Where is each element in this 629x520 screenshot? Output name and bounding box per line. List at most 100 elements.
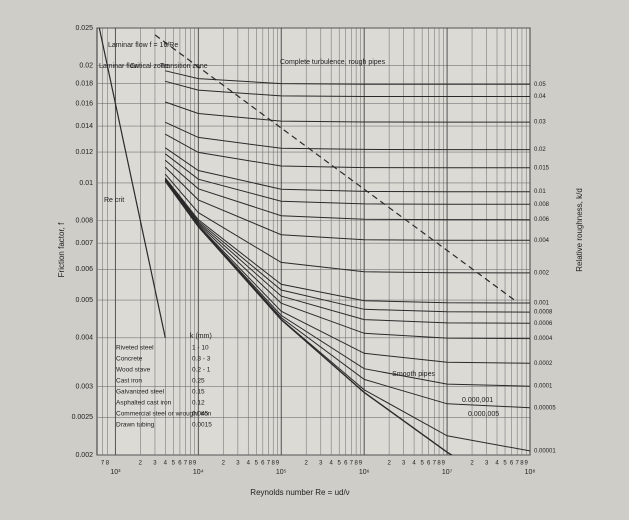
x-minor-tick-label: 8 [354,461,358,467]
x-minor-tick-label: 7 [433,461,437,467]
roughness-curve [164,177,530,304]
x-minor-tick-label: 8 [437,461,441,467]
x-minor-tick-label: 2 [305,461,309,467]
curves [98,28,530,455]
x-minor-tick-label: 4 [412,461,416,467]
material-roughness: 0.3 - 3 [192,356,211,363]
material-roughness: 0.0015 [192,422,212,429]
x-minor-tick-label: 9 [276,461,280,467]
x-minor-tick-label: 3 [485,461,489,467]
x-minor-tick-label: 3 [236,461,240,467]
x-minor-tick-label: 6 [344,461,348,467]
smooth-curve [164,180,453,455]
smooth-label: Smooth pipes [392,371,435,378]
y-tick-label: 0.005 [75,297,93,304]
x-minor-tick-label: 8 [520,461,524,467]
y2-axis-label: Relative roughness, k/d [575,188,584,272]
y-axis-label: Friction factor, f [57,222,66,277]
annotation: 0.000,001 [462,397,493,404]
x-minor-tick-label: 3 [319,461,323,467]
roughness-curve [165,121,530,151]
annotation: Complete turbulence, rough pipes [280,59,386,66]
x-axis-label: Reynolds number Re = ud/ν [250,488,349,497]
x-minor-tick-label: 3 [153,461,157,467]
annotation: Transition zone [160,63,208,70]
annotation: Re crit [104,197,124,204]
x-minor-tick-label: 9 [525,461,529,467]
x-minor-tick-label: 2 [222,461,226,467]
roughness-label: 0.00001 [534,448,556,454]
annotation: Critical zone [130,63,169,70]
table-header: k (mm) [190,333,212,340]
material-roughness: 0.045 [192,411,209,418]
y-tick-label: 0.014 [75,123,93,130]
material-roughness: 1 - 10 [192,345,209,352]
materials-table: k (mm) Riveted steel 1 - 10 Concrete 0.3 - … [116,333,212,429]
laminar-line [98,28,166,338]
annotation: Laminar flow [99,63,140,70]
x-minor-tick-label: 4 [164,461,168,467]
roughness-curve [164,159,530,221]
y-tick-label: 0.006 [75,266,93,273]
roughness-label: 0.001 [534,301,550,307]
material-name: Riveted steel [116,345,154,352]
roughness-curve [165,101,530,123]
x-minor-tick-label: 2 [387,461,391,467]
x-minor-tick-label: 8 [106,461,110,467]
roughness-label: 0.03 [534,120,546,126]
roughness-label: 0.05 [534,82,546,88]
roughness-label: 0.0008 [534,310,553,316]
x-minor-tick-label: 3 [402,461,406,467]
annotation: 0.000,005 [468,411,499,418]
roughness-label: 0.008 [534,202,550,208]
roughness-label: 0.0006 [534,321,553,327]
roughness-curve [164,179,530,340]
roughness-label: 0.02 [534,147,546,153]
x-minor-tick-label: 5 [172,461,176,467]
y-tick-label: 0.025 [75,25,93,32]
x-tick-label: 10⁴ [193,469,204,476]
roughness-curve [165,80,530,97]
x-minor-tick-label: 9 [193,461,197,467]
roughness-curve [164,166,530,241]
x-tick-label: 10³ [110,469,121,476]
y-tick-label: 0.0025 [72,414,94,421]
roughness-curve [165,147,530,193]
material-roughness: 0.15 [192,389,205,396]
x-minor-tick-label: 6 [178,461,182,467]
roughness-label: 0.006 [534,217,550,223]
material-roughness: 0.2 - 1 [192,367,211,374]
x-minor-tick-label: 2 [470,461,474,467]
x-minor-tick-label: 7 [267,461,271,467]
material-name: Commercial steel or wrought iron [116,411,212,418]
y-tick-label: 0.002 [75,452,93,459]
x-tick-label: 10⁵ [276,469,287,476]
x-minor-tick-label: 5 [255,461,259,467]
roughness-curve [164,178,530,324]
roughness-label: 0.002 [534,270,550,276]
material-name: Asphalted cast iron [116,400,172,407]
roughness-label: 0.01 [534,189,546,195]
x-minor-tick-label: 6 [427,461,431,467]
roughness-label: 0.004 [534,238,550,244]
material-name: Wood stave [116,367,151,374]
x-tick-label: 10⁸ [525,469,536,476]
x-minor-tick-label: 7 [515,461,519,467]
x-tick-label: 10⁷ [442,469,453,476]
x-minor-tick-label: 7 [101,461,105,467]
rough-boundary [154,34,515,301]
x-minor-tick-label: 6 [510,461,514,467]
annotation: Laminar flow f = 16/Re [108,42,178,49]
roughness-curve [164,173,530,274]
roughness-curve [165,133,530,169]
x-minor-tick-label: 5 [338,461,342,467]
y-tick-label: 0.008 [75,217,93,224]
x-minor-tick-label: 2 [139,461,143,467]
y-tick-label: 0.02 [79,63,93,70]
roughness-label: 0.0002 [534,361,553,367]
roughness-label: 0.0001 [534,384,553,390]
x-minor-tick-label: 4 [495,461,499,467]
plot-area [96,27,531,456]
x-minor-tick-label: 7 [184,461,188,467]
x-minor-tick-label: 9 [359,461,363,467]
